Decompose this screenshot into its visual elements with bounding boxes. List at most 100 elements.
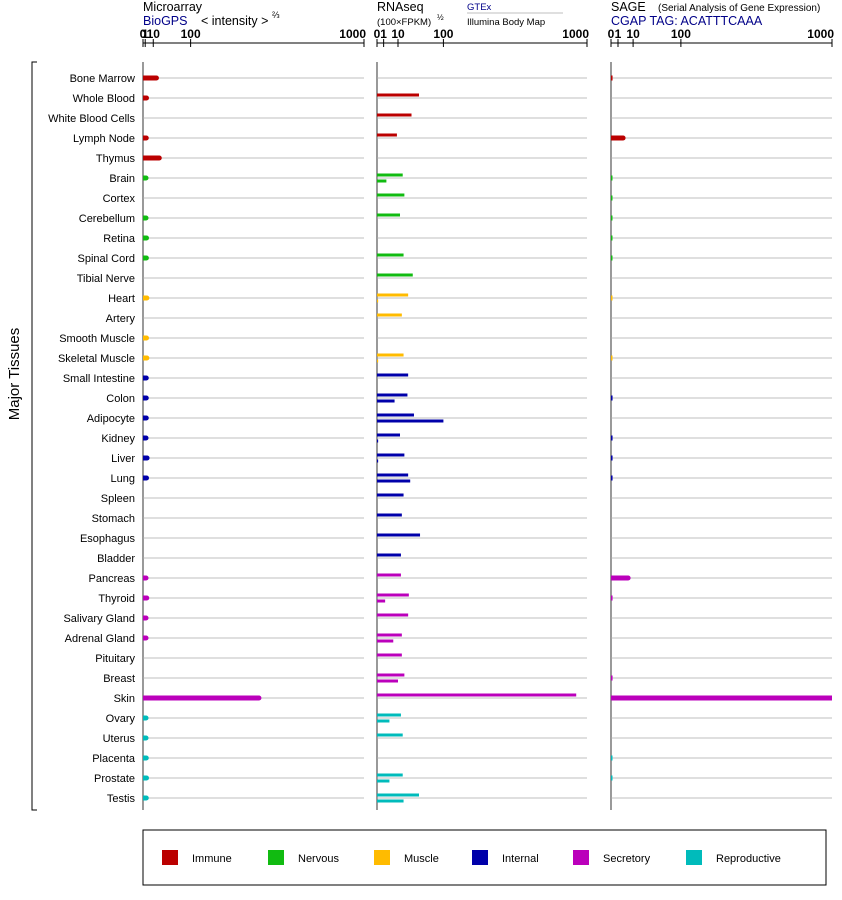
tissue-label: Small Intestine bbox=[63, 373, 135, 385]
legend-label-muscle: Muscle bbox=[404, 853, 439, 865]
y-axis-bracket bbox=[31, 61, 37, 811]
microarray-tick-label: 1 bbox=[142, 27, 149, 41]
tissue-label: Adipocyte bbox=[87, 413, 135, 425]
microarray-bar-cap bbox=[143, 575, 149, 581]
tissue-label: Liver bbox=[111, 453, 135, 465]
rnaseq-gtex-bar bbox=[377, 573, 401, 577]
microarray-bar-cap bbox=[143, 175, 149, 181]
rnaseq-illumina-bar bbox=[377, 179, 387, 183]
sage-bar bbox=[611, 475, 613, 481]
rnaseq-illumina-bar bbox=[377, 779, 390, 783]
rnaseq-illumina-bar bbox=[377, 299, 379, 303]
tissue-label: Esophagus bbox=[80, 533, 136, 545]
rnaseq-illumina-bar bbox=[377, 679, 398, 683]
tissue-label: Smooth Muscle bbox=[59, 333, 135, 345]
illumina-source-link[interactable]: Illumina Body Map bbox=[467, 17, 545, 28]
tissue-label: Pituitary bbox=[95, 653, 135, 665]
rnaseq-gtex-bar bbox=[377, 713, 401, 717]
rnaseq-gtex-bar bbox=[377, 453, 405, 457]
rnaseq-gtex-bar bbox=[377, 113, 412, 117]
rnaseq-illumina-bar bbox=[377, 459, 379, 463]
rnaseq-gtex-bar bbox=[377, 513, 402, 517]
rnaseq-illumina-bar bbox=[377, 359, 379, 363]
sage-bar bbox=[611, 135, 624, 141]
tissue-label: Heart bbox=[108, 293, 135, 305]
sage-bar bbox=[611, 775, 613, 781]
sage-bar-cap bbox=[620, 135, 626, 141]
sage-bar bbox=[611, 575, 629, 581]
microarray-title: Microarray bbox=[143, 0, 203, 14]
microarray-bar-cap bbox=[144, 335, 150, 341]
rnaseq-gtex-bar bbox=[377, 693, 577, 697]
sage-title: SAGE bbox=[611, 0, 646, 14]
tissue-label: Skin bbox=[114, 693, 135, 705]
microarray-bar-cap bbox=[144, 235, 150, 241]
rnaseq-illumina-bar bbox=[377, 639, 394, 643]
rnaseq-gtex-bar bbox=[377, 493, 404, 497]
tissue-label: Skeletal Muscle bbox=[58, 353, 135, 365]
rnaseq-illumina-bar bbox=[377, 719, 390, 723]
rnaseq-gtex-bar bbox=[377, 93, 419, 97]
rnaseq-gtex-bar bbox=[377, 433, 401, 437]
sage-bar bbox=[611, 175, 613, 181]
rnaseq-title: RNAseq bbox=[377, 0, 424, 14]
rnaseq-gtex-bar bbox=[377, 733, 403, 737]
rnaseq-gtex-bar bbox=[377, 313, 402, 317]
legend-swatch-nervous bbox=[268, 850, 284, 865]
tissue-label: Artery bbox=[106, 313, 136, 325]
sage-tick-label: 1000 bbox=[807, 27, 834, 41]
rnaseq-gtex-bar bbox=[377, 653, 402, 657]
tissue-label: Whole Blood bbox=[73, 93, 135, 105]
tissue-label: Salivary Gland bbox=[63, 613, 135, 625]
tissue-label: Testis bbox=[107, 793, 136, 805]
microarray-units-exponent: ⅔ bbox=[272, 10, 280, 20]
sage-tick-label: 10 bbox=[626, 27, 640, 41]
rnaseq-gtex-bar bbox=[377, 373, 409, 377]
tissue-label: Cortex bbox=[103, 193, 136, 205]
y-axis-label: Major Tissues bbox=[6, 328, 23, 421]
gtex-source-link[interactable]: GTEx bbox=[467, 2, 492, 13]
rnaseq-gtex-bar bbox=[377, 273, 413, 277]
microarray-bar-cap bbox=[156, 155, 162, 161]
tissue-label: Colon bbox=[106, 393, 135, 405]
microarray-bar-cap bbox=[144, 95, 150, 101]
microarray-bar-cap bbox=[143, 435, 149, 441]
microarray-bar-cap bbox=[144, 355, 150, 361]
tissue-label: Prostate bbox=[94, 773, 135, 785]
legend-swatch-reproductive bbox=[686, 850, 702, 865]
legend-label-nervous: Nervous bbox=[298, 853, 339, 865]
tissue-label: Thyroid bbox=[98, 593, 135, 605]
sage-bar bbox=[611, 435, 613, 441]
tissue-label: Breast bbox=[103, 673, 135, 685]
rnaseq-illumina-bar bbox=[377, 599, 386, 603]
microarray-bar-cap bbox=[143, 715, 149, 721]
rnaseq-illumina-bar bbox=[377, 479, 411, 483]
tissue-label: Lung bbox=[111, 473, 135, 485]
microarray-tick-label: 1000 bbox=[339, 27, 366, 41]
tissue-label: White Blood Cells bbox=[48, 113, 135, 125]
rnaseq-illumina-bar bbox=[377, 799, 404, 803]
microarray-bar-cap bbox=[143, 135, 149, 141]
sage-bar bbox=[611, 75, 613, 81]
microarray-bar-cap bbox=[144, 775, 150, 781]
sage-tag-link[interactable]: CGAP TAG: ACATTTCAAA bbox=[611, 14, 763, 28]
tissue-label: Brain bbox=[109, 173, 135, 185]
tissue-label: Cerebellum bbox=[79, 213, 135, 225]
microarray-bar-cap bbox=[144, 295, 150, 301]
microarray-bar-cap bbox=[143, 375, 149, 381]
sage-bar bbox=[611, 675, 613, 681]
microarray-bar bbox=[143, 75, 157, 81]
rnaseq-tick-label: 10 bbox=[391, 27, 405, 41]
legend-swatch-secretory bbox=[573, 850, 589, 865]
rnaseq-tick-label: 0 bbox=[374, 27, 381, 41]
microarray-bar bbox=[143, 695, 259, 701]
tissue-label: Retina bbox=[103, 233, 136, 245]
microarray-bar-cap bbox=[143, 415, 149, 421]
legend-swatch-muscle bbox=[374, 850, 390, 865]
microarray-bar-cap bbox=[144, 475, 150, 481]
rnaseq-gtex-bar bbox=[377, 553, 401, 557]
microarray-source-link[interactable]: BioGPS bbox=[143, 14, 187, 28]
sage-bar bbox=[611, 235, 613, 241]
tissue-label: Stomach bbox=[92, 513, 135, 525]
rnaseq-gtex-bar bbox=[377, 393, 408, 397]
